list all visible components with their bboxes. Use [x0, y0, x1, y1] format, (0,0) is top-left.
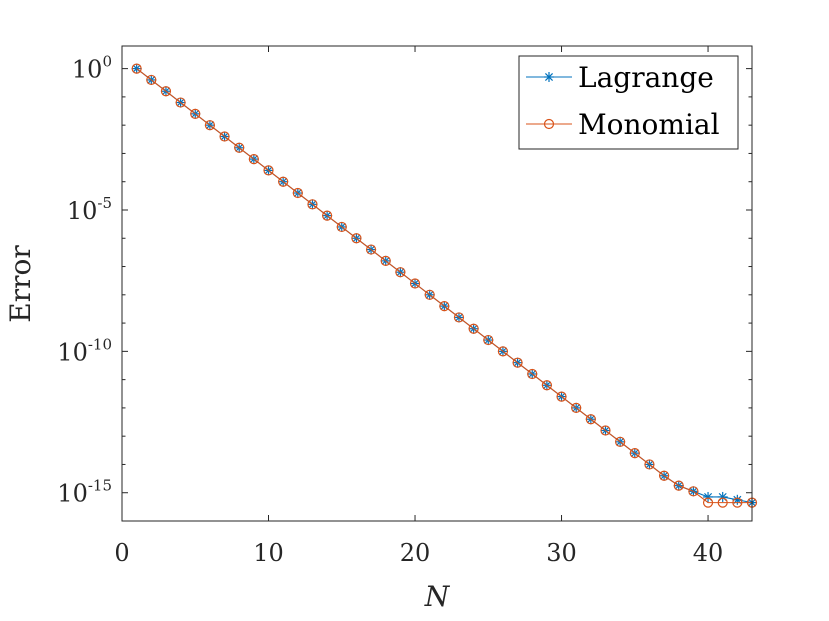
data-point-monomial — [556, 391, 567, 402]
data-point-monomial — [336, 221, 347, 233]
data-point-monomial — [468, 323, 479, 334]
x-axis-ticks: 0 10 20 30 40 — [114, 46, 723, 567]
x-tick-label: 40 — [693, 539, 724, 567]
data-point-monomial — [571, 402, 582, 414]
data-point-lagrange — [703, 491, 714, 502]
data-point-monomial — [131, 63, 142, 74]
y-tick-label: 100 — [72, 53, 112, 84]
data-point-monomial — [248, 153, 259, 165]
data-point-monomial — [732, 497, 743, 508]
series-monomial — [131, 63, 758, 508]
x-axis-label: N — [424, 580, 451, 613]
data-point-monomial — [644, 459, 655, 470]
data-point-monomial — [527, 368, 538, 380]
y-tick-label: 10-15 — [57, 477, 112, 508]
data-point-monomial — [307, 199, 318, 210]
legend-label-monomial: Monomial — [578, 108, 720, 141]
data-point-monomial — [629, 448, 640, 459]
legend-box — [518, 55, 739, 150]
data-point-monomial — [322, 210, 333, 221]
data-point-monomial — [190, 108, 201, 119]
data-point-monomial — [512, 357, 523, 368]
data-point-monomial — [717, 497, 728, 508]
data-point-lagrange — [717, 491, 728, 502]
y-tick-label: 10-10 — [57, 335, 112, 366]
data-point-monomial — [600, 425, 611, 436]
data-point-monomial — [453, 312, 465, 323]
data-point-monomial — [483, 334, 494, 346]
data-point-monomial — [292, 187, 303, 199]
data-point-monomial — [424, 289, 435, 300]
data-point-monomial — [409, 278, 421, 289]
y-tick-label: 10-5 — [67, 194, 112, 225]
legend-marker-lagrange — [544, 72, 554, 82]
legend-marker-symbol-lagrange — [544, 72, 554, 82]
data-point-monomial — [673, 480, 684, 491]
data-point-monomial — [263, 165, 274, 176]
data-point-monomial — [219, 131, 230, 142]
series-layer — [131, 63, 758, 508]
data-point-monomial — [351, 233, 362, 244]
y-axis-label: Error — [4, 245, 37, 323]
x-tick-label: 0 — [114, 539, 129, 567]
x-tick-label: 30 — [546, 539, 577, 567]
data-point-monomial — [395, 267, 406, 278]
data-point-monomial — [497, 346, 509, 357]
data-point-monomial — [175, 97, 186, 108]
series-line-monomial — [136, 68, 752, 504]
x-tick-label: 20 — [400, 539, 431, 567]
data-point-monomial — [541, 380, 552, 391]
data-point-monomial — [365, 244, 377, 255]
x-tick-label: 10 — [253, 539, 284, 567]
y-axis-ticks: 100 10-5 10-10 10-15 — [57, 53, 752, 522]
legend-marker-monomial — [543, 118, 555, 130]
data-point-monomial — [439, 301, 450, 312]
legend-marker-symbol-monomial — [543, 118, 555, 130]
data-point-monomial — [688, 486, 699, 497]
legend-label-lagrange: Lagrange — [578, 61, 714, 94]
data-point-monomial — [146, 74, 157, 86]
legend: Lagrange Monomial — [518, 55, 739, 150]
data-point-monomial — [160, 86, 172, 97]
data-point-monomial — [278, 176, 289, 187]
data-point-monomial — [204, 120, 216, 131]
data-point-monomial — [585, 414, 596, 425]
data-point-monomial — [615, 436, 626, 447]
data-point-monomial — [234, 142, 245, 153]
plot-frame — [121, 45, 753, 522]
data-point-monomial — [658, 470, 670, 481]
data-point-monomial — [380, 255, 391, 266]
data-point-monomial — [702, 497, 714, 508]
